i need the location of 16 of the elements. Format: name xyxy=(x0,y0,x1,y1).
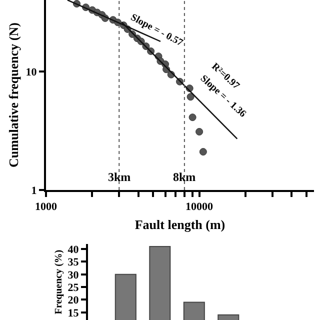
y-tick-label: 10 xyxy=(26,66,38,78)
y-tick-label: 30 xyxy=(68,269,80,282)
annotation: Slope = - 0.57 xyxy=(128,12,185,49)
y-tick-label: 15 xyxy=(68,307,80,320)
y-tick-label: 25 xyxy=(68,282,80,294)
y-axis-title: Cumulative frequency (N) xyxy=(6,22,22,168)
ref-line-label: 3km xyxy=(108,170,131,184)
x-tick-label: 10000 xyxy=(186,201,214,214)
y-axis-title: Frequency (%) xyxy=(53,250,64,314)
y-tick-label: 20 xyxy=(68,294,80,307)
x-axis-title: Fault length (m) xyxy=(134,217,226,232)
y-tick-label: 1 xyxy=(31,184,37,197)
x-tick-label: 1000 xyxy=(35,201,58,214)
y-tick-label: 40 xyxy=(68,244,80,256)
ref-line-label: 8km xyxy=(173,170,196,184)
y-tick-label: 35 xyxy=(68,256,80,269)
